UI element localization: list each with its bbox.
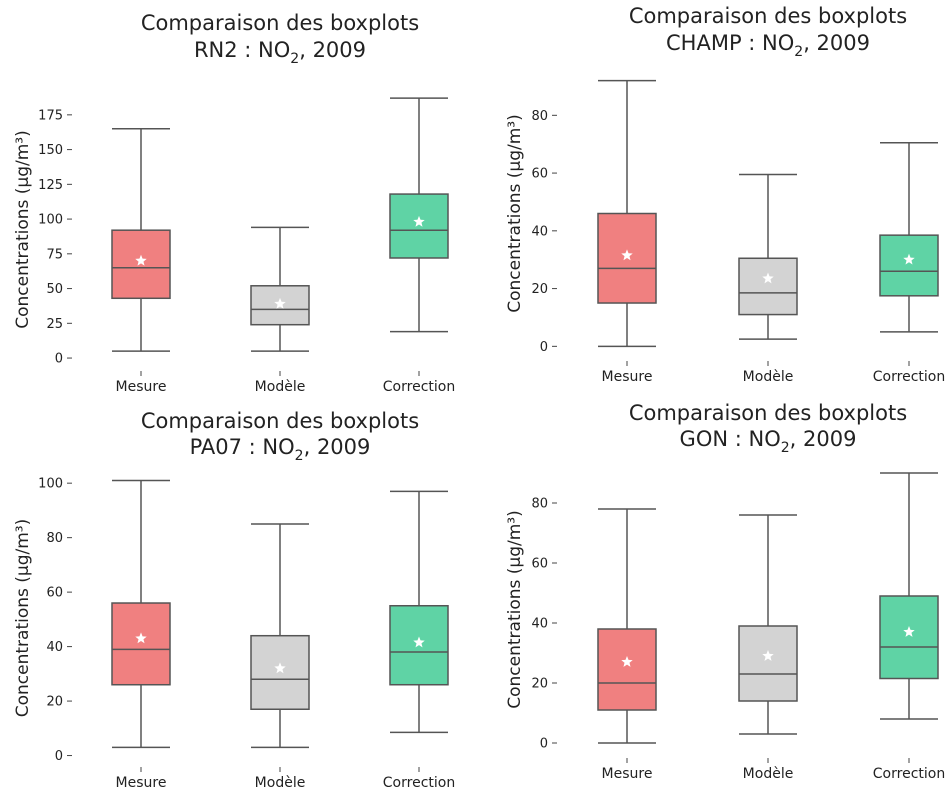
- y-tick-label: 100: [38, 213, 63, 228]
- y-tick-label: 60: [46, 586, 63, 601]
- y-tick-label: 0: [540, 737, 548, 752]
- y-tick-label: 60: [531, 557, 548, 572]
- box-iqr: [250, 634, 310, 710]
- mean-star-marker: [413, 636, 425, 648]
- box-iqr: [879, 234, 939, 297]
- mean-star-marker: [135, 632, 147, 644]
- x-category-label: Mesure: [602, 766, 653, 782]
- subtitle-subscript: 2: [290, 51, 299, 67]
- y-axis-label: Concentrations (µg/m³): [505, 510, 525, 709]
- mean-star-marker: [903, 626, 915, 637]
- chart-subtitle: GON : NO2, 2009: [680, 427, 857, 456]
- chart-title: Comparaison des boxplots: [141, 11, 419, 35]
- subtitle-subscript: 2: [295, 448, 304, 464]
- x-category-label: Mesure: [116, 775, 167, 789]
- mean-star-marker: [621, 249, 633, 261]
- y-axis-label: Concentrations (µg/m³): [505, 114, 525, 313]
- x-category-label: Mesure: [602, 369, 653, 385]
- mean-star-marker: [274, 297, 286, 309]
- y-tick-label: 20: [531, 282, 548, 297]
- chart-title: Comparaison des boxplots: [629, 4, 907, 28]
- box-iqr: [879, 595, 939, 680]
- y-tick-label: 25: [46, 317, 63, 332]
- box-iqr: [111, 602, 171, 686]
- x-category-label: Modèle: [743, 369, 794, 385]
- box-iqr: [738, 257, 798, 316]
- y-tick-label: 175: [38, 108, 63, 123]
- x-category-label: Correction: [383, 775, 455, 789]
- box-iqr: [597, 628, 657, 711]
- subtitle-year: , 2009: [304, 435, 371, 459]
- chart-panel: Comparaison des boxplots RN2 : NO2, 2009 C…: [13, 11, 455, 395]
- subtitle-station: GON : NO: [680, 427, 781, 451]
- subtitle-station: PA07 : NO: [190, 435, 295, 459]
- mean-star-marker: [621, 656, 633, 667]
- box-iqr: [389, 604, 449, 686]
- y-tick-label: 80: [531, 109, 548, 124]
- x-category-label: Correction: [383, 379, 455, 395]
- y-tick-label: 75: [46, 247, 63, 262]
- subtitle-station: RN2 : NO: [194, 38, 290, 62]
- y-tick-label: 0: [55, 749, 63, 764]
- chart-subtitle: PA07 : NO2, 2009: [190, 435, 371, 464]
- y-tick-label: 40: [531, 617, 548, 632]
- x-category-label: Mesure: [116, 379, 167, 395]
- mean-star-marker: [135, 254, 147, 266]
- y-tick-label: 40: [46, 640, 63, 655]
- box-iqr: [738, 625, 798, 702]
- y-tick-label: 80: [531, 497, 548, 512]
- y-tick-label: 100: [38, 477, 63, 492]
- x-category-label: Modèle: [255, 775, 306, 789]
- y-tick-label: 150: [38, 143, 63, 158]
- mean-star-marker: [762, 272, 774, 284]
- y-tick-label: 0: [540, 340, 548, 355]
- y-axis-label: Concentrations (µg/m³): [13, 130, 33, 329]
- x-category-label: Modèle: [743, 766, 794, 782]
- y-tick-label: 20: [531, 677, 548, 692]
- mean-star-marker: [274, 662, 286, 674]
- x-category-label: Correction: [873, 766, 945, 782]
- box-iqr: [389, 193, 449, 259]
- subtitle-subscript: 2: [781, 440, 790, 456]
- box-iqr: [597, 212, 657, 304]
- y-tick-label: 60: [531, 167, 548, 182]
- chart-title: Comparaison des boxplots: [141, 409, 419, 433]
- chart-title: Comparaison des boxplots: [629, 401, 907, 425]
- subtitle-year: , 2009: [299, 38, 366, 62]
- y-tick-label: 125: [38, 178, 63, 193]
- x-category-label: Modèle: [255, 379, 306, 395]
- mean-star-marker: [762, 650, 774, 661]
- subtitle-year: , 2009: [803, 31, 870, 55]
- mean-star-marker: [413, 215, 425, 227]
- subtitle-year: , 2009: [790, 427, 857, 451]
- mean-star-marker: [903, 253, 915, 265]
- x-category-label: Correction: [873, 369, 945, 385]
- chart-panel: Comparaison des boxplots CHAMP : NO2, 200…: [505, 4, 945, 385]
- y-tick-label: 50: [46, 282, 63, 297]
- y-axis-label: Concentrations (µg/m³): [13, 519, 33, 718]
- subtitle-station: CHAMP : NO: [666, 31, 794, 55]
- chart-subtitle: CHAMP : NO2, 2009: [666, 31, 870, 60]
- box-iqr: [111, 229, 171, 300]
- y-tick-label: 80: [46, 531, 63, 546]
- subtitle-subscript: 2: [794, 44, 803, 60]
- y-tick-label: 20: [46, 695, 63, 710]
- chart-subtitle: RN2 : NO2, 2009: [194, 38, 366, 67]
- y-tick-label: 40: [531, 224, 548, 239]
- y-tick-label: 0: [55, 352, 63, 367]
